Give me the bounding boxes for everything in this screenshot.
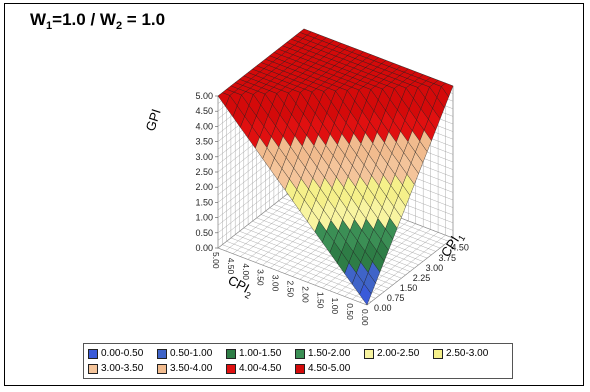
x-tick-label: 2.00: [300, 286, 310, 303]
x-axis-label-sub: 2: [243, 290, 252, 301]
legend-label: 3.50-4.00: [170, 363, 213, 374]
legend: 0.00-0.50 0.50-1.00 1.00-1.50 1.50-2.00 …: [83, 343, 513, 379]
y-axis-ticks: 0.000.751.502.253.003.754.50: [374, 243, 469, 313]
title-w2-subscript: 2: [115, 20, 123, 32]
x-tick-label: 1.50: [315, 292, 325, 309]
y-tick-label: 1.50: [400, 283, 418, 293]
z-tick-label: 0.50: [195, 228, 213, 238]
legend-label: 0.00-0.50: [101, 348, 144, 359]
y-tick-label: 3.00: [426, 263, 444, 273]
legend-item: 2.00-2.50: [364, 348, 433, 359]
x-tick-label: 3.00: [271, 275, 281, 292]
legend-label: 2.50-3.00: [446, 348, 489, 359]
z-tick-label: 1.50: [195, 197, 213, 207]
title-w2-letter: W: [99, 10, 116, 29]
legend-swatch: [157, 348, 167, 359]
legend-item: 4.50-5.00: [295, 363, 364, 374]
surface-cell: [359, 283, 372, 306]
y-tick-label: 0.75: [387, 293, 405, 303]
z-tick-label: 4.00: [195, 121, 213, 131]
z-tick-label: 2.00: [195, 182, 213, 192]
legend-label: 2.00-2.50: [377, 348, 420, 359]
legend-swatch: [88, 363, 98, 374]
title-w1-value: =1.0 /: [52, 10, 100, 29]
legend-swatch: [88, 348, 98, 359]
title-w1-subscript: 1: [46, 20, 53, 32]
z-tick-label: 3.50: [195, 137, 213, 147]
z-axis-ticks: 0.00 0.50 1.00 1.50 2.00 2.50 3.00 3.50 4.00 4.50…: [195, 91, 218, 253]
legend-swatch: [157, 363, 167, 374]
z-tick-label: 0.00: [195, 243, 213, 253]
legend-item: 4.00-4.50: [226, 363, 295, 374]
legend-label: 4.50-5.00: [308, 363, 351, 374]
legend-swatch: [226, 348, 236, 359]
legend-swatch: [226, 363, 236, 374]
legend-row-1: 0.00-0.50 0.50-1.00 1.00-1.50 1.50-2.00 …: [88, 346, 508, 361]
x-tick-label: 2.50: [286, 281, 296, 298]
z-tick-label: 1.00: [195, 213, 213, 223]
legend-item: 3.00-3.50: [88, 363, 157, 374]
legend-item: 0.00-0.50: [88, 348, 157, 359]
legend-row-2: 3.00-3.50 3.50-4.00 4.00-4.50 4.50-5.00: [88, 361, 508, 376]
legend-label: 0.50-1.00: [170, 348, 213, 359]
surface-plot: 0.00 0.50 1.00 1.50 2.00 2.50 3.00 3.50 4.00 4.50…: [143, 28, 469, 326]
title-w1-letter: W: [30, 10, 47, 29]
x-tick-label: 3.50: [256, 269, 266, 286]
z-axis-label: GPI: [143, 107, 164, 133]
z-tick-label: 3.00: [195, 152, 213, 162]
legend-label: 1.50-2.00: [308, 348, 351, 359]
x-tick-label: 0.50: [345, 303, 355, 320]
legend-item: 1.00-1.50: [226, 348, 295, 359]
y-axis-label-sub: 1: [456, 233, 467, 243]
legend-swatch: [433, 348, 443, 359]
legend-swatch: [295, 348, 305, 359]
x-tick-label: 0.00: [360, 309, 370, 326]
legend-label: 3.00-3.50: [101, 363, 144, 374]
y-tick-label: 0.00: [374, 303, 392, 313]
legend-label: 4.00-4.50: [239, 363, 282, 374]
legend-swatch: [295, 363, 305, 374]
z-tick-label: 4.50: [195, 106, 213, 116]
y-tick-label: 2.25: [413, 273, 431, 283]
legend-label: 1.00-1.50: [239, 348, 282, 359]
z-tick-label: 2.50: [195, 167, 213, 177]
title-w2-value: = 1.0: [122, 10, 166, 29]
z-tick-label: 5.00: [195, 91, 213, 101]
legend-item: 2.50-3.00: [433, 348, 502, 359]
x-tick-label: 4.50: [226, 258, 236, 275]
surface-mesh: [217, 28, 454, 306]
x-tick-label: 4.00: [241, 263, 251, 280]
legend-item: 0.50-1.00: [157, 348, 226, 359]
y-tick-label: 4.50: [451, 243, 469, 253]
legend-swatch: [364, 348, 374, 359]
x-tick-label: 1.00: [330, 298, 340, 315]
y-tick-label: 3.75: [439, 253, 457, 263]
x-axis-ticks: 5.00 4.50 4.00 3.50 3.00 2.50 2.00 1.50 1.00 0.50…: [211, 252, 370, 326]
legend-item: 1.50-2.00: [295, 348, 364, 359]
legend-item: 3.50-4.00: [157, 363, 226, 374]
x-tick-label: 5.00: [211, 252, 221, 269]
